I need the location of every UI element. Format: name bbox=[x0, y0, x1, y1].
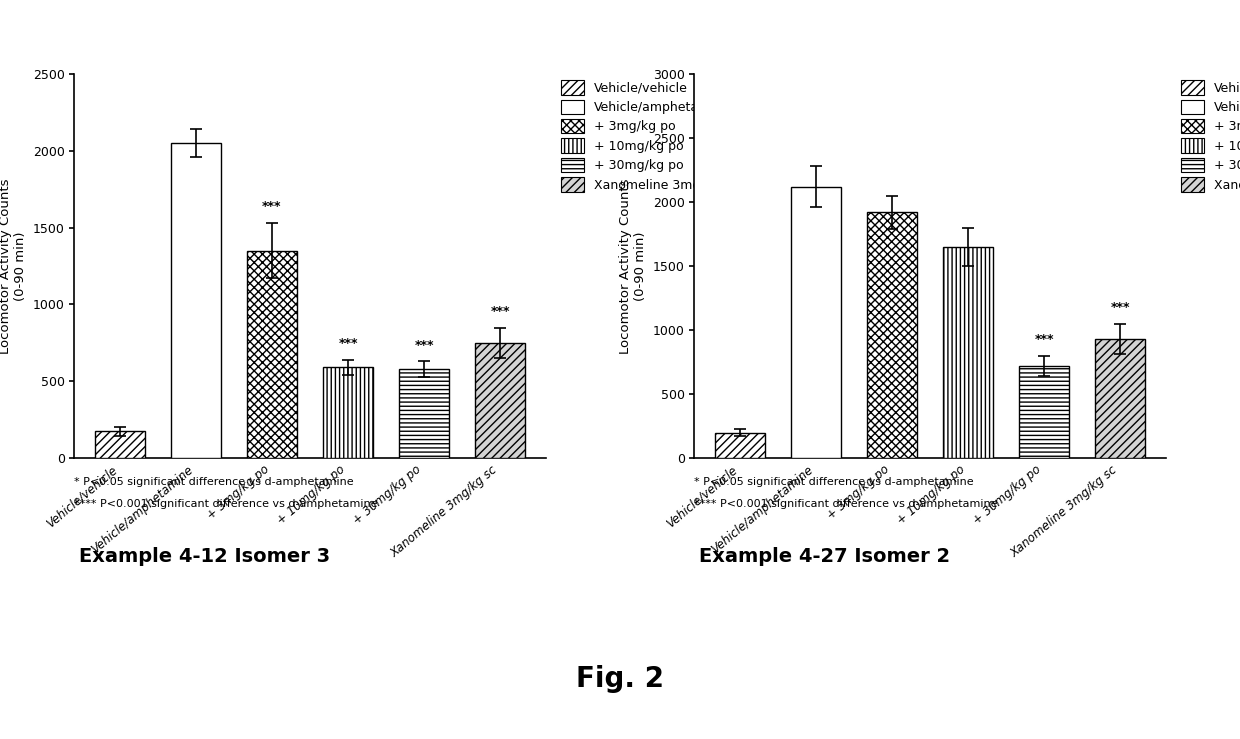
Text: ***: *** bbox=[1110, 301, 1130, 314]
Y-axis label: Locomotor Activity Counts
(0-90 min): Locomotor Activity Counts (0-90 min) bbox=[619, 178, 647, 354]
Bar bbox=[171, 143, 221, 458]
Bar bbox=[867, 212, 916, 458]
Bar bbox=[247, 251, 296, 458]
Text: ***: *** bbox=[339, 337, 358, 350]
Bar bbox=[324, 367, 373, 458]
Text: * P<0.05 significant difference vs d-amphetamine: * P<0.05 significant difference vs d-amp… bbox=[74, 477, 355, 487]
Bar bbox=[791, 187, 841, 458]
Text: **** P<0.001 significant difference vs d-amphetamine: **** P<0.001 significant difference vs d… bbox=[694, 499, 998, 509]
Bar bbox=[1019, 366, 1069, 458]
Text: ***: *** bbox=[414, 338, 434, 352]
Bar bbox=[95, 432, 145, 458]
Text: ***: *** bbox=[490, 305, 510, 318]
Legend: Vehicle/vehicle, Vehicle/amphetamine, + 3mg/kg po, + 10mg/kg po, + 30mg/kg po, X: Vehicle/vehicle, Vehicle/amphetamine, + … bbox=[1182, 80, 1240, 192]
Y-axis label: Locomotor Activity Counts
(0-90 min): Locomotor Activity Counts (0-90 min) bbox=[0, 178, 27, 354]
Text: Example 4-12 Isomer 3: Example 4-12 Isomer 3 bbox=[79, 547, 330, 566]
Text: ***: *** bbox=[262, 200, 281, 214]
Text: * P<0.05 significant difference vs d-amphetamine: * P<0.05 significant difference vs d-amp… bbox=[694, 477, 975, 487]
Bar bbox=[475, 343, 525, 458]
Text: ***: *** bbox=[1034, 333, 1054, 346]
Text: **** P<0.001 significant difference vs d-amphetamine: **** P<0.001 significant difference vs d… bbox=[74, 499, 378, 509]
Bar bbox=[715, 432, 765, 458]
Bar bbox=[399, 369, 449, 458]
Bar bbox=[944, 247, 993, 458]
Text: Example 4-27 Isomer 2: Example 4-27 Isomer 2 bbox=[699, 547, 950, 566]
Bar bbox=[1095, 339, 1145, 458]
Text: Fig. 2: Fig. 2 bbox=[577, 665, 663, 693]
Legend: Vehicle/vehicle, Vehicle/amphetamine, + 3mg/kg po, + 10mg/kg po, + 30mg/kg po, X: Vehicle/vehicle, Vehicle/amphetamine, + … bbox=[562, 80, 737, 192]
